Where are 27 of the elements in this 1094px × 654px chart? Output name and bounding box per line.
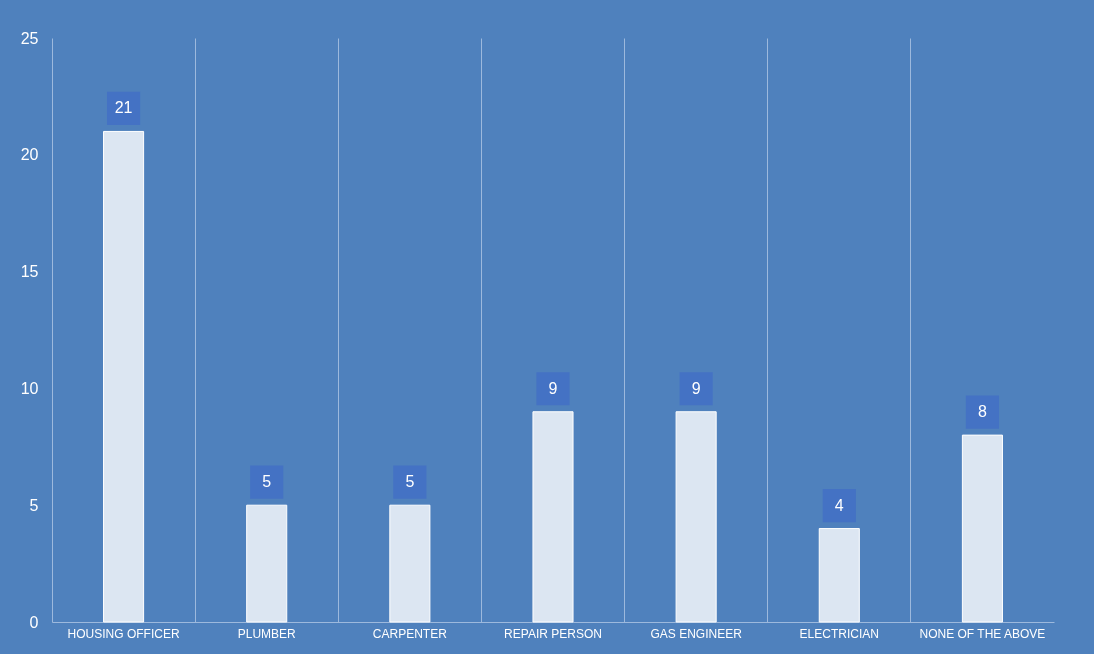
bar	[818, 528, 860, 623]
bar	[532, 411, 574, 623]
x-tick-label: REPAIR PERSON	[504, 626, 602, 641]
data-label: 9	[548, 379, 558, 397]
x-tick-label: ELECTRICIAN	[799, 626, 879, 641]
data-label: 5	[405, 473, 415, 491]
data-label: 21	[114, 99, 133, 117]
x-tick-label: NONE OF THE ABOVE	[919, 626, 1046, 641]
y-tick-label: 0	[29, 613, 39, 631]
data-label: 5	[262, 473, 272, 491]
y-tick-label: 5	[29, 496, 39, 514]
x-tick-label: HOUSING OFFICER	[67, 626, 180, 641]
bar	[246, 504, 288, 623]
bar	[675, 411, 717, 623]
y-tick-label: 15	[20, 263, 39, 281]
data-label: 8	[977, 403, 987, 421]
data-label: 9	[691, 379, 701, 397]
x-tick-label: GAS ENGINEER	[650, 626, 743, 641]
x-tick-label: CARPENTER	[372, 626, 448, 641]
data-label: 4	[834, 496, 844, 514]
bar	[961, 434, 1003, 623]
bar	[103, 130, 145, 623]
y-tick-label: 10	[20, 379, 39, 397]
bar	[389, 504, 431, 623]
y-tick-label: 25	[20, 29, 39, 47]
x-tick-label: PLUMBER	[237, 626, 297, 641]
y-tick-label: 20	[20, 146, 39, 164]
